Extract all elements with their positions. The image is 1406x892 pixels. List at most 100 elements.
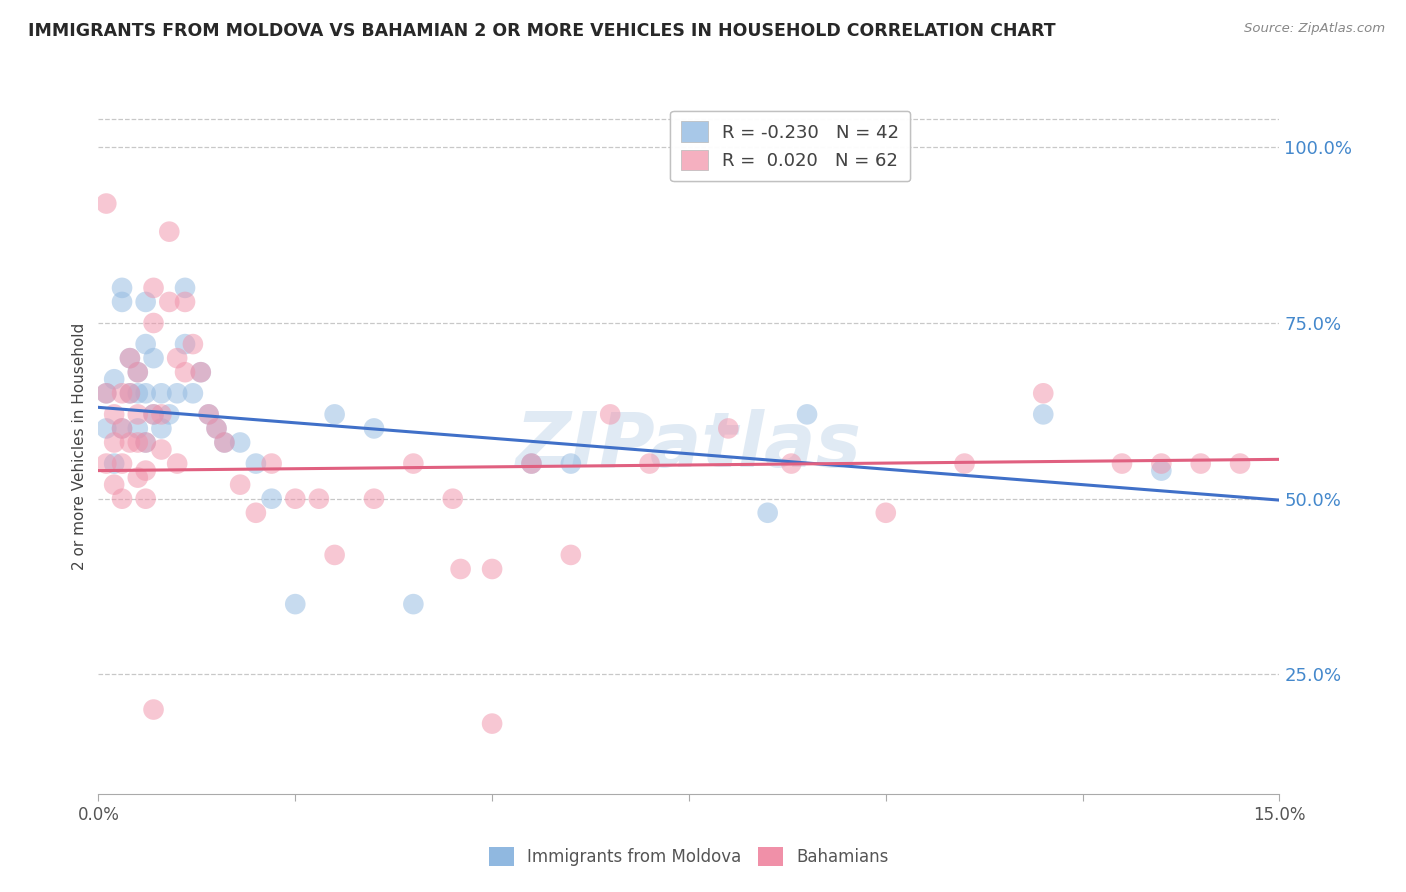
Point bbox=[166, 386, 188, 401]
Point bbox=[103, 477, 125, 491]
Point bbox=[174, 281, 197, 295]
Point bbox=[197, 408, 219, 422]
Point bbox=[166, 351, 188, 366]
Point bbox=[1032, 386, 1054, 401]
Point bbox=[127, 365, 149, 379]
Point bbox=[308, 491, 330, 506]
Point bbox=[150, 421, 173, 435]
Point bbox=[118, 435, 141, 450]
Point bbox=[142, 351, 165, 366]
Point bbox=[142, 281, 165, 295]
Point bbox=[1032, 408, 1054, 422]
Point bbox=[190, 365, 212, 379]
Point bbox=[127, 408, 149, 422]
Point bbox=[103, 372, 125, 386]
Point bbox=[229, 477, 252, 491]
Point bbox=[520, 457, 543, 471]
Point bbox=[214, 435, 236, 450]
Point bbox=[284, 597, 307, 611]
Point bbox=[875, 506, 897, 520]
Point bbox=[323, 408, 346, 422]
Point bbox=[135, 386, 157, 401]
Point bbox=[103, 435, 125, 450]
Point bbox=[363, 421, 385, 435]
Point bbox=[953, 457, 976, 471]
Legend: R = -0.230   N = 42, R =  0.020   N = 62: R = -0.230 N = 42, R = 0.020 N = 62 bbox=[671, 111, 910, 181]
Point bbox=[142, 408, 165, 422]
Point bbox=[190, 365, 212, 379]
Point bbox=[1229, 457, 1251, 471]
Point bbox=[780, 457, 803, 471]
Point bbox=[638, 457, 661, 471]
Point bbox=[205, 421, 228, 435]
Point bbox=[96, 386, 118, 401]
Point bbox=[157, 225, 180, 239]
Point bbox=[599, 408, 621, 422]
Point bbox=[197, 408, 219, 422]
Point bbox=[717, 421, 740, 435]
Point bbox=[181, 386, 204, 401]
Point bbox=[245, 506, 267, 520]
Point bbox=[229, 435, 252, 450]
Point bbox=[96, 457, 118, 471]
Y-axis label: 2 or more Vehicles in Household: 2 or more Vehicles in Household bbox=[72, 322, 87, 570]
Point bbox=[118, 386, 141, 401]
Point bbox=[111, 491, 134, 506]
Point bbox=[135, 464, 157, 478]
Point bbox=[157, 408, 180, 422]
Point bbox=[135, 337, 157, 351]
Point bbox=[323, 548, 346, 562]
Point bbox=[1150, 457, 1173, 471]
Point bbox=[756, 506, 779, 520]
Point bbox=[142, 316, 165, 330]
Point bbox=[245, 457, 267, 471]
Text: IMMIGRANTS FROM MOLDOVA VS BAHAMIAN 2 OR MORE VEHICLES IN HOUSEHOLD CORRELATION : IMMIGRANTS FROM MOLDOVA VS BAHAMIAN 2 OR… bbox=[28, 22, 1056, 40]
Legend: Immigrants from Moldova, Bahamians: Immigrants from Moldova, Bahamians bbox=[481, 838, 897, 875]
Point bbox=[142, 408, 165, 422]
Point bbox=[796, 408, 818, 422]
Point bbox=[118, 351, 141, 366]
Point bbox=[402, 457, 425, 471]
Point bbox=[135, 294, 157, 309]
Point bbox=[103, 457, 125, 471]
Point bbox=[363, 491, 385, 506]
Point bbox=[284, 491, 307, 506]
Point bbox=[135, 435, 157, 450]
Point bbox=[111, 281, 134, 295]
Text: Source: ZipAtlas.com: Source: ZipAtlas.com bbox=[1244, 22, 1385, 36]
Point bbox=[142, 702, 165, 716]
Point bbox=[135, 435, 157, 450]
Text: ZIPatlas: ZIPatlas bbox=[516, 409, 862, 483]
Point bbox=[560, 457, 582, 471]
Point bbox=[103, 408, 125, 422]
Point bbox=[174, 294, 197, 309]
Point bbox=[214, 435, 236, 450]
Point bbox=[150, 408, 173, 422]
Point bbox=[481, 562, 503, 576]
Point bbox=[205, 421, 228, 435]
Point bbox=[157, 294, 180, 309]
Point bbox=[111, 386, 134, 401]
Point bbox=[127, 470, 149, 484]
Point bbox=[96, 421, 118, 435]
Point bbox=[111, 457, 134, 471]
Point bbox=[481, 716, 503, 731]
Point bbox=[560, 548, 582, 562]
Point bbox=[260, 491, 283, 506]
Point bbox=[111, 421, 134, 435]
Point bbox=[135, 491, 157, 506]
Point bbox=[174, 337, 197, 351]
Point bbox=[520, 457, 543, 471]
Point bbox=[118, 351, 141, 366]
Point bbox=[1189, 457, 1212, 471]
Point bbox=[111, 294, 134, 309]
Point bbox=[402, 597, 425, 611]
Point bbox=[450, 562, 472, 576]
Point bbox=[181, 337, 204, 351]
Point bbox=[166, 457, 188, 471]
Point bbox=[96, 196, 118, 211]
Point bbox=[96, 386, 118, 401]
Point bbox=[127, 386, 149, 401]
Point bbox=[111, 421, 134, 435]
Point bbox=[1111, 457, 1133, 471]
